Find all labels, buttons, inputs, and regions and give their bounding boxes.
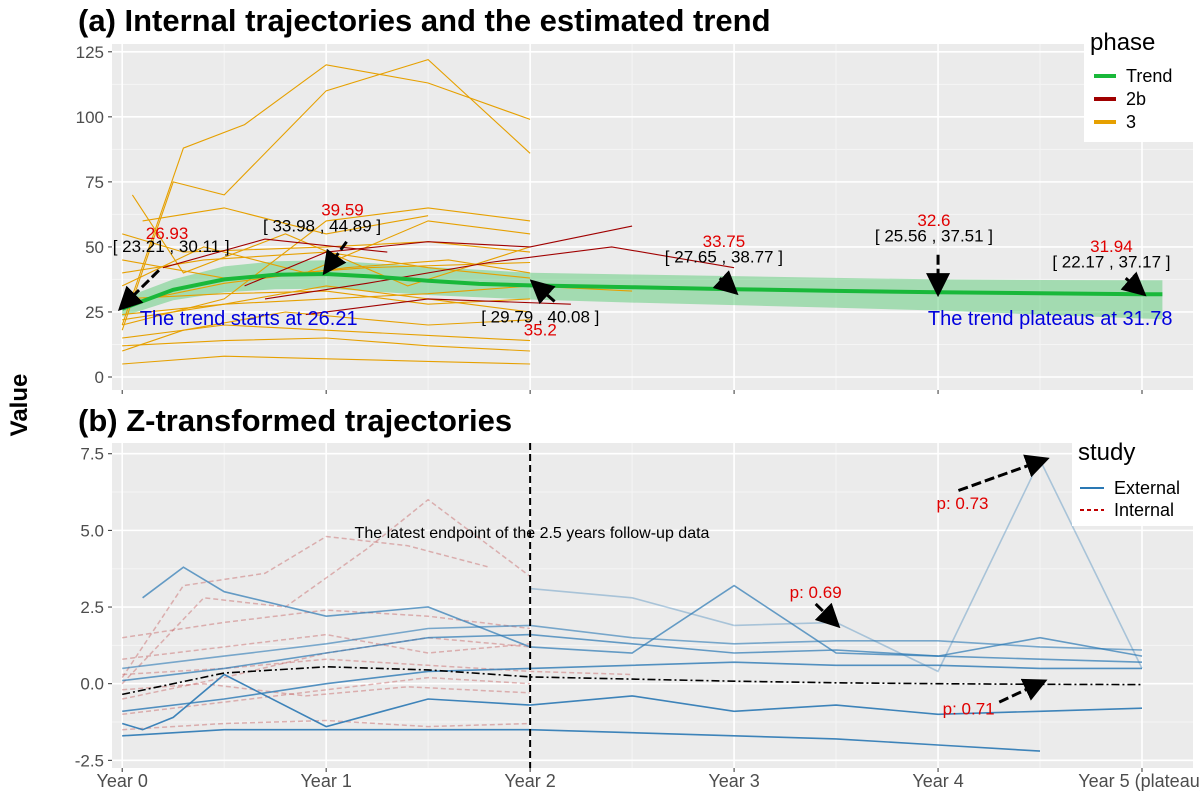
annotation-a-1: [ 23.21 , 30.11 ] xyxy=(113,237,230,256)
internal-series-line-6 xyxy=(122,658,633,676)
external-series-line-6 xyxy=(122,661,1142,713)
shared-axis-elements: Year 0 Year 1 Year 2 Year 3 Year 4 Year 5 (pl… xyxy=(6,374,1200,791)
phase-legend-title: phase xyxy=(1090,29,1155,56)
phase-legend-label-2: 3 xyxy=(1126,112,1136,132)
annotation-arrow-b-2 xyxy=(998,678,1048,704)
a-plot-background xyxy=(112,44,1193,390)
phase3-series-line-13 xyxy=(122,324,531,342)
annotation-a-5: 35.2 xyxy=(524,320,557,339)
annotation-b-2: p: 0.71 xyxy=(943,699,995,718)
annotation-arrow-a-5 xyxy=(1120,271,1147,297)
a-ytick-label: 0 xyxy=(95,368,104,387)
study-legend-background xyxy=(1072,434,1196,526)
phase3-series-line-11 xyxy=(122,233,531,253)
annotation-a-9: [ 25.56 , 37.51 ] xyxy=(875,227,993,246)
annotation-a-8: 32.6 xyxy=(917,211,950,230)
b-ytick-label: 0.0 xyxy=(80,675,104,694)
internal-series-line-5 xyxy=(122,633,531,660)
annotation-a-7: [ 27.65 , 38.77 ] xyxy=(665,248,783,267)
annotation-b-0: p: 0.73 xyxy=(937,494,989,513)
phase3-series-line-15 xyxy=(142,207,429,235)
z-trend-line xyxy=(122,665,1143,696)
study-legend-label-0: External xyxy=(1114,478,1180,498)
internal-series-line-1 xyxy=(121,498,531,685)
annotation-arrow-a-0 xyxy=(117,269,160,311)
b-ytick-label: 7.5 xyxy=(80,445,104,464)
phase3-series-line-6 xyxy=(122,311,531,352)
phase2b-series-line-3 xyxy=(305,298,571,316)
panel-a-title: (a) Internal trajectories and the estima… xyxy=(78,3,771,38)
panel-b: -2.5 0.0 2.5 5.0 7.5 (b) Z-transformed trajec… xyxy=(75,403,1196,772)
study-legend-label-1: Internal xyxy=(1114,500,1174,520)
phase3-series-line-5 xyxy=(122,285,531,321)
b-ytick-label: -2.5 xyxy=(75,751,104,770)
internal-series-line-3 xyxy=(122,676,531,716)
trend-line xyxy=(121,271,1163,311)
internal-series-line-8 xyxy=(122,609,531,639)
external-series-line-1 xyxy=(122,728,1041,752)
annotation-a-11: [ 22.17 , 37.17 ] xyxy=(1052,253,1170,272)
annotation-a-10: 31.94 xyxy=(1090,237,1133,256)
b-ytick-label: 5.0 xyxy=(80,521,104,540)
x-tick-label-0: Year 0 xyxy=(97,771,148,791)
annotation-arrow-b-0 xyxy=(957,454,1050,492)
x-tick-label-2: Year 2 xyxy=(504,771,555,791)
internal-series-line-4 xyxy=(122,719,531,731)
y-axis-label: Value xyxy=(6,374,33,437)
phase-legend-label-0: Trend xyxy=(1126,66,1172,86)
x-tick-label-1: Year 1 xyxy=(300,771,351,791)
phase-legend: phase Trend 2b 3 xyxy=(1084,24,1196,142)
annotation-arrow-a-3 xyxy=(712,270,739,296)
phase-legend-label-1: 2b xyxy=(1126,89,1146,109)
a-ytick-label: 100 xyxy=(76,108,104,127)
x-tick-label-3: Year 3 xyxy=(708,771,759,791)
a-ytick-label: 50 xyxy=(85,238,104,257)
annotation-a-4: [ 29.79 , 40.08 ] xyxy=(481,307,599,326)
x-tick-label-5: Year 5 (plateau) xyxy=(1078,771,1200,791)
a-ytick-label: 125 xyxy=(76,43,104,62)
annotation-a-6: 33.75 xyxy=(703,232,746,251)
follow-up-endpoint-label: The latest endpoint of the 2.5 years fol… xyxy=(355,525,710,542)
annotation-arrow-a-1 xyxy=(322,240,348,276)
b-plot-background xyxy=(112,443,1193,768)
phase2b-series-line-0 xyxy=(244,225,633,287)
annotation-a-12: The trend starts at 26.21 xyxy=(140,308,358,330)
phase3-series-line-12 xyxy=(122,290,531,305)
phase3-series-line-0 xyxy=(121,64,531,326)
annotation-a-3: [ 33.98 , 44.89 ] xyxy=(263,216,381,235)
a-ytick-label: 75 xyxy=(85,173,104,192)
phase3-series-line-1 xyxy=(121,58,531,331)
phase2b-series-line-1 xyxy=(264,246,735,300)
internal-series-line-0 xyxy=(121,535,490,679)
external-series-line-2 xyxy=(142,566,1143,657)
annotation-arrow-a-2 xyxy=(529,279,556,305)
annotation-a-2: 39.59 xyxy=(321,201,364,220)
panel-a: 0 25 50 75 100 125 (a) Internal trajectories a… xyxy=(76,3,1196,394)
phase3-series-line-8 xyxy=(122,355,531,365)
panel-b-title: (b) Z-transformed trajectories xyxy=(78,403,512,438)
annotation-a-13: The trend plateaus at 31.78 xyxy=(928,308,1173,330)
annotation-arrow-b-1 xyxy=(814,602,841,629)
a-ytick-label: 25 xyxy=(85,303,104,322)
x-tick-label-4: Year 4 xyxy=(912,771,963,791)
external-series-line-0 xyxy=(121,673,1143,731)
annotation-a-0: 26.93 xyxy=(146,224,189,243)
external-series-line-4 xyxy=(122,633,1143,682)
external-series-line-3 xyxy=(122,624,1143,670)
study-legend-title: study xyxy=(1078,439,1135,466)
phase2b-series-line-2 xyxy=(162,238,388,269)
internal-series-line-7 xyxy=(122,682,531,697)
b-ytick-label: 2.5 xyxy=(80,598,104,617)
annotation-b-1: p: 0.69 xyxy=(790,583,842,602)
phase3-series-line-7 xyxy=(122,337,531,352)
